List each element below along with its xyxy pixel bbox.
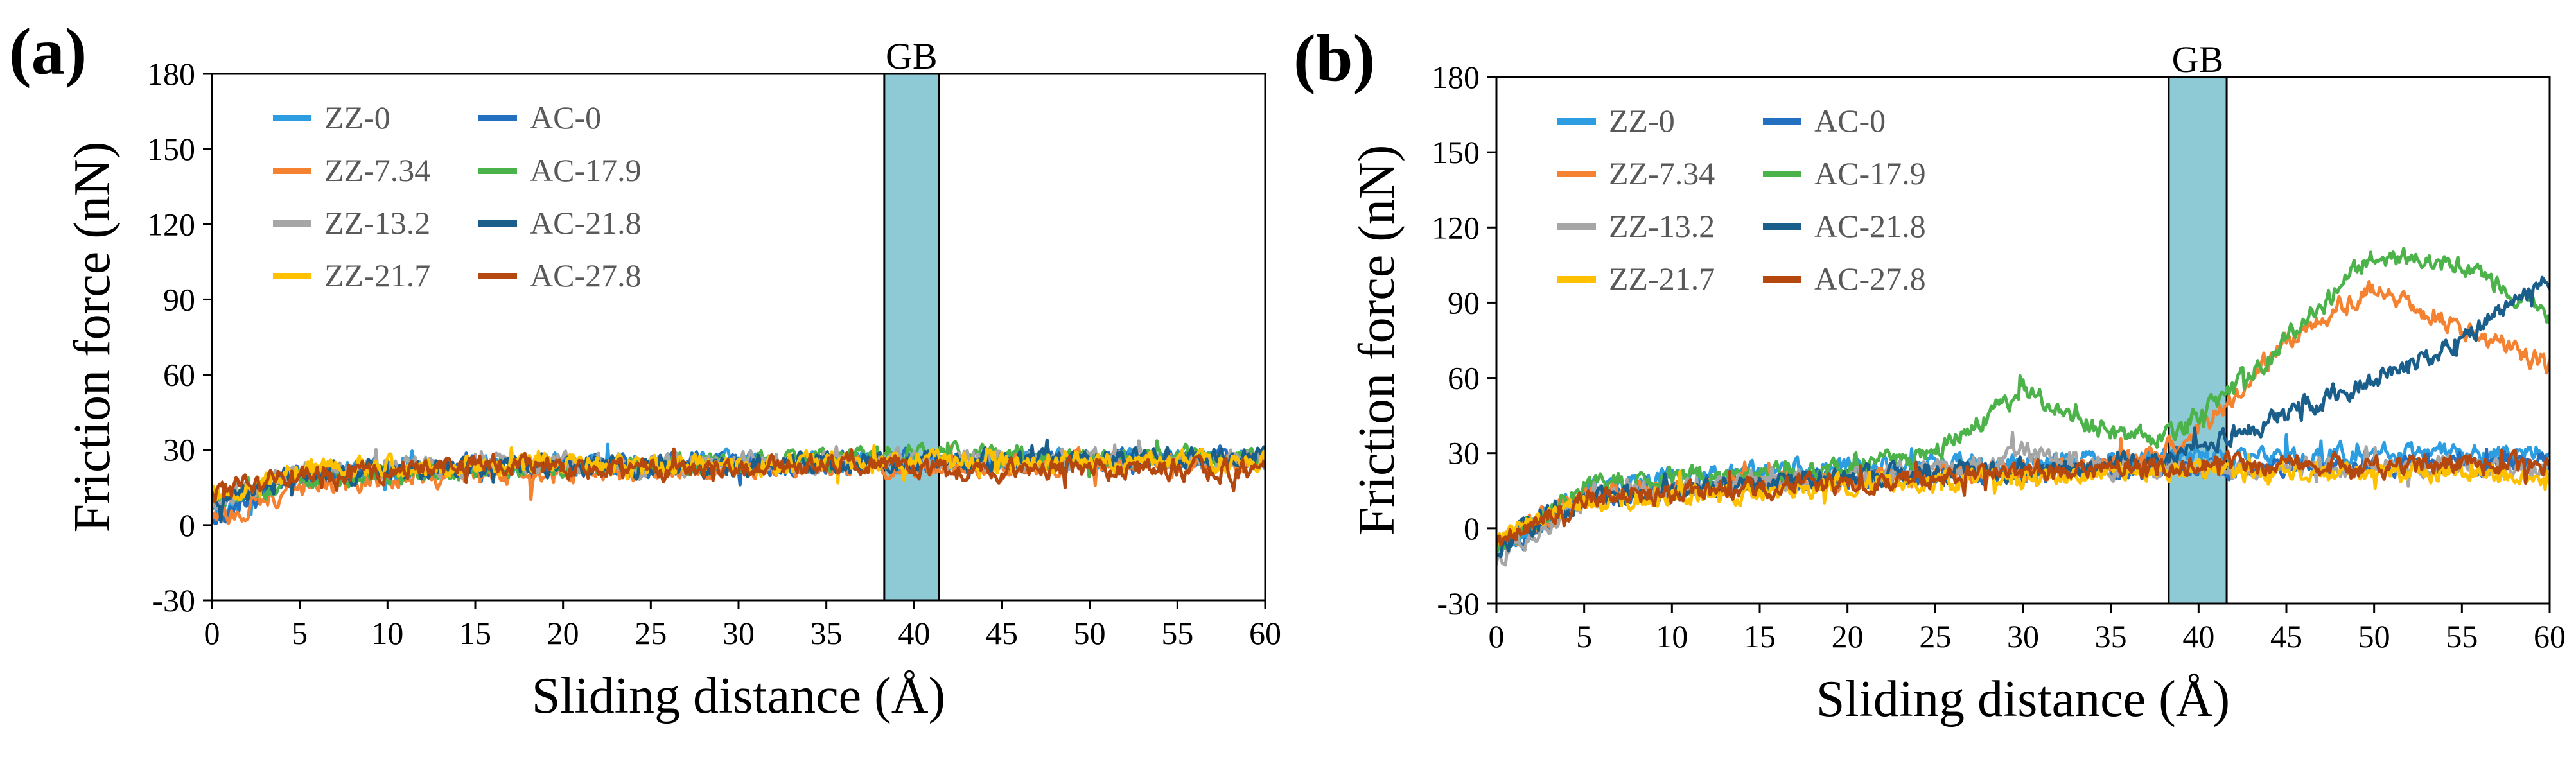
y-tick-label: 0 (179, 507, 195, 543)
x-tick-label: 0 (204, 615, 220, 651)
legend-item-ac-17-9: AC-17.9 (478, 152, 642, 188)
chart-panel-a: (a) GB0 5 10 15 20 25 30 35 40 45 50 55 60-3003060901… (9, 15, 1281, 724)
legend-item-zz-21-7: ZZ-21.7 (1557, 261, 1715, 297)
panel-label: (b) (1293, 21, 1375, 95)
x-axis-title: Sliding distance (Å) (532, 668, 945, 724)
legend-label: ZZ-13.2 (324, 205, 430, 241)
legend-label: ZZ-21.7 (1609, 261, 1715, 297)
legend: ZZ-0 AC-0 ZZ-7.34 AC-17.9 ZZ-13.2 AC-21.8 ZZ-2… (273, 100, 642, 293)
series-line-ac-27-8 (212, 447, 1265, 504)
y-tick-label: 60 (1448, 360, 1480, 396)
legend-label: AC-17.9 (530, 152, 642, 188)
legend-item-zz-7-34: ZZ-7.34 (1557, 155, 1715, 191)
gb-label: GB (2172, 39, 2224, 80)
legend-item-zz-13-2: ZZ-13.2 (1557, 208, 1715, 244)
series-line-ac-27-8 (1496, 448, 2550, 548)
y-tick-label: 60 (163, 357, 195, 393)
y-tick-label: 90 (163, 281, 195, 317)
x-tick-label: 50 (1074, 615, 1106, 651)
legend-label: ZZ-0 (324, 100, 390, 135)
legend-label: AC-27.8 (1814, 261, 1926, 297)
legend: ZZ-0 AC-0 ZZ-7.34 AC-17.9 ZZ-13.2 AC-21.8 ZZ-2… (1557, 103, 1926, 297)
legend-item-ac-27-8: AC-27.8 (1763, 261, 1926, 297)
y-tick-label: 150 (147, 131, 195, 167)
x-tick-label: 45 (2270, 618, 2302, 654)
x-tick-label: 20 (547, 615, 579, 651)
legend-item-ac-21-8: AC-21.8 (1763, 208, 1926, 244)
legend-item-zz-0: ZZ-0 (273, 100, 390, 135)
y-axis-title: Friction force (nN) (1349, 145, 1405, 536)
x-tick-label: 10 (1656, 618, 1688, 654)
y-tick-label: 120 (1432, 209, 1480, 245)
series-line-ac-17-9 (1496, 247, 2550, 556)
x-tick-label: 30 (723, 615, 755, 651)
x-tick-label: 50 (2358, 618, 2390, 654)
x-tick-label: 25 (1919, 618, 1951, 654)
legend-item-zz-0: ZZ-0 (1557, 103, 1675, 139)
legend-label: AC-0 (530, 100, 601, 135)
y-tick-label: 90 (1448, 284, 1480, 320)
legend-label: ZZ-7.34 (324, 152, 430, 188)
x-tick-label: 10 (371, 615, 403, 651)
legend-item-zz-7-34: ZZ-7.34 (273, 152, 430, 188)
legend-label: AC-21.8 (1814, 208, 1926, 244)
legend-item-ac-27-8: AC-27.8 (478, 257, 642, 293)
legend-label: ZZ-7.34 (1609, 155, 1715, 191)
y-tick-label: 30 (1448, 435, 1480, 471)
x-tick-label: 40 (898, 615, 930, 651)
x-tick-label: 40 (2182, 618, 2214, 654)
x-tick-label: 35 (2095, 618, 2127, 654)
legend-label: ZZ-13.2 (1609, 208, 1715, 244)
x-tick-label: 35 (810, 615, 843, 651)
series-line-zz-7-34 (1496, 279, 2550, 557)
panel-label: (a) (9, 15, 87, 89)
y-tick-label: 120 (147, 206, 195, 242)
x-tick-label: 5 (1576, 618, 1592, 654)
legend-item-ac-21-8: AC-21.8 (478, 205, 642, 241)
series-lines (212, 438, 1265, 525)
legend-label: AC-21.8 (530, 205, 642, 241)
series-line-ac-21-8 (1496, 275, 2550, 559)
x-tick-label: 0 (1489, 618, 1505, 654)
y-tick-label: -30 (1437, 586, 1480, 622)
series-lines (1496, 247, 2550, 567)
legend-label: AC-27.8 (530, 257, 642, 293)
x-tick-label: 30 (2007, 618, 2039, 654)
x-tick-label: 15 (459, 615, 491, 651)
legend-label: AC-17.9 (1814, 155, 1926, 191)
x-axis-title: Sliding distance (Å) (1816, 671, 2230, 727)
y-tick-label: -30 (152, 582, 195, 618)
x-tick-label: 45 (986, 615, 1018, 651)
y-tick-label: 180 (1432, 59, 1480, 95)
legend-item-zz-21-7: ZZ-21.7 (273, 257, 430, 293)
x-tick-label: 60 (1249, 615, 1281, 651)
y-tick-label: 30 (163, 432, 195, 468)
legend-item-zz-13-2: ZZ-13.2 (273, 205, 430, 241)
x-tick-label: 5 (292, 615, 308, 651)
y-tick-label: 150 (1432, 134, 1480, 170)
legend-item-ac-0: AC-0 (1763, 103, 1886, 139)
x-tick-label: 20 (1832, 618, 1864, 654)
x-tick-label: 55 (2446, 618, 2478, 654)
x-tick-label: 15 (1744, 618, 1776, 654)
x-tick-label: 25 (635, 615, 667, 651)
x-tick-label: 55 (1161, 615, 1193, 651)
legend-label: ZZ-21.7 (324, 257, 430, 293)
legend-item-ac-17-9: AC-17.9 (1763, 155, 1926, 191)
legend-label: ZZ-0 (1609, 103, 1675, 139)
grain-boundary-band (2168, 76, 2228, 605)
y-axis-title: Friction force (nN) (64, 142, 121, 533)
legend-item-ac-0: AC-0 (478, 100, 601, 135)
chart-panel-b: (b) GB0 5 10 15 20 25 30 35 40 45 50 55 60-3003060901… (1293, 21, 2566, 727)
legend-label: AC-0 (1814, 103, 1886, 139)
series-line-zz-21-7 (1496, 453, 2550, 548)
x-tick-label: 60 (2534, 618, 2566, 654)
gb-label: GB (886, 35, 938, 77)
grain-boundary-band (883, 73, 940, 602)
y-tick-label: 0 (1464, 510, 1480, 546)
y-tick-label: 180 (147, 56, 195, 92)
